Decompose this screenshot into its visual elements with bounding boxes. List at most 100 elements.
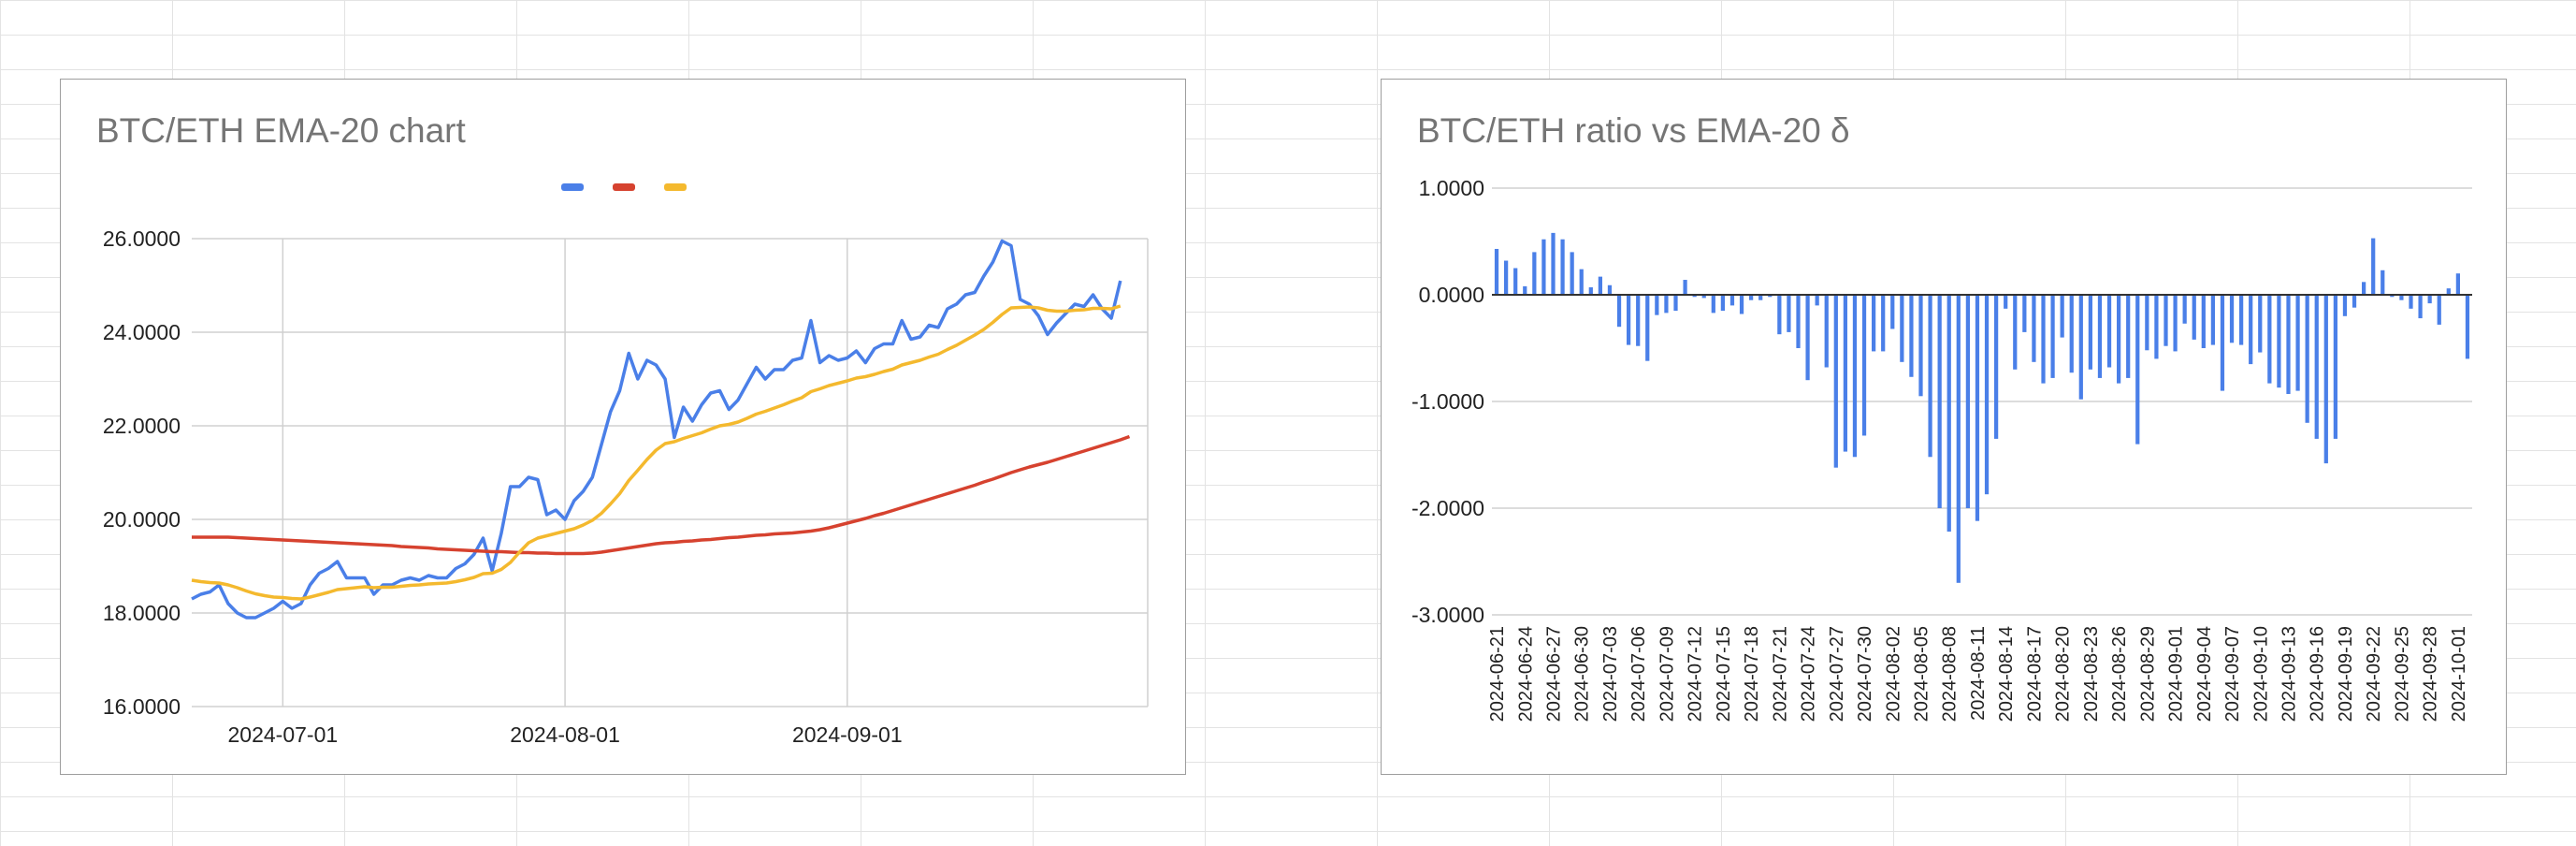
- delta-bar[interactable]: [1607, 284, 1613, 295]
- delta-bar[interactable]: [1739, 295, 1744, 314]
- delta-bar[interactable]: [2004, 295, 2008, 309]
- delta-bar[interactable]: [2238, 295, 2244, 345]
- delta-bar[interactable]: [2192, 295, 2196, 340]
- delta-bar[interactable]: [2390, 295, 2395, 298]
- delta-bar[interactable]: [1636, 295, 1641, 346]
- delta-bar[interactable]: [2013, 295, 2018, 370]
- delta-bar[interactable]: [1729, 295, 1735, 306]
- delta-bar[interactable]: [2164, 295, 2168, 346]
- delta-bar[interactable]: [2041, 295, 2046, 384]
- delta-bar[interactable]: [1673, 295, 1678, 312]
- ema-line-chart[interactable]: 16.0000 18.0000 20.0000 22.0000 24.0000 26.00…: [60, 79, 1186, 775]
- delta-bar[interactable]: [2069, 295, 2074, 373]
- delta-bar[interactable]: [2249, 295, 2253, 365]
- delta-bar[interactable]: [2361, 282, 2366, 295]
- delta-bar[interactable]: [2409, 295, 2413, 309]
- delta-bar[interactable]: [2088, 295, 2093, 370]
- delta-bar[interactable]: [1598, 276, 1603, 295]
- delta-bar[interactable]: [2135, 295, 2140, 445]
- delta-bar[interactable]: [2277, 295, 2281, 388]
- delta-bar[interactable]: [2323, 295, 2328, 464]
- delta-bar[interactable]: [2220, 295, 2225, 391]
- delta-bar[interactable]: [1748, 295, 1754, 300]
- delta-bar[interactable]: [1616, 295, 1622, 328]
- delta-bar[interactable]: [2201, 295, 2206, 348]
- delta-bar[interactable]: [1975, 295, 1980, 521]
- delta-bar[interactable]: [1655, 295, 1659, 315]
- delta-bar[interactable]: [2305, 295, 2309, 423]
- delta-bar[interactable]: [2437, 295, 2441, 325]
- delta-bar[interactable]: [2314, 295, 2319, 439]
- delta-bar-chart[interactable]: 1.0000 0.0000 -1.0000 -2.0000 -3.0000 2024-06…: [1381, 79, 2507, 775]
- delta-bar[interactable]: [1541, 239, 1546, 295]
- delta-bar[interactable]: [1805, 295, 1810, 381]
- delta-bar[interactable]: [2465, 295, 2470, 359]
- delta-bar[interactable]: [2022, 295, 2027, 332]
- delta-bar[interactable]: [2116, 295, 2121, 384]
- delta-bar[interactable]: [1683, 280, 1687, 295]
- delta-bar[interactable]: [2097, 295, 2103, 378]
- delta-bar[interactable]: [1993, 295, 1999, 439]
- delta-bar[interactable]: [1918, 295, 1923, 397]
- delta-bar[interactable]: [1579, 269, 1584, 295]
- delta-bar[interactable]: [1758, 295, 1763, 300]
- delta-bar[interactable]: [2210, 295, 2216, 345]
- delta-bar[interactable]: [1588, 287, 1593, 295]
- delta-bar[interactable]: [1965, 295, 1971, 508]
- delta-bar[interactable]: [1928, 295, 1932, 458]
- delta-bar[interactable]: [1551, 232, 1556, 295]
- delta-bar[interactable]: [1560, 239, 1565, 295]
- delta-bar[interactable]: [1692, 295, 1697, 298]
- delta-bar[interactable]: [1815, 295, 1819, 306]
- delta-bar[interactable]: [2286, 295, 2291, 395]
- delta-bar[interactable]: [2173, 295, 2178, 352]
- delta-bar[interactable]: [1503, 260, 1509, 295]
- legend-swatch-ema200[interactable]: [613, 183, 635, 191]
- delta-bar[interactable]: [2455, 273, 2461, 295]
- delta-bar[interactable]: [1946, 295, 1951, 532]
- delta-bar[interactable]: [2295, 295, 2300, 391]
- delta-bar[interactable]: [2333, 295, 2338, 439]
- delta-bar[interactable]: [1711, 295, 1715, 314]
- delta-bar[interactable]: [1833, 295, 1838, 468]
- delta-bar[interactable]: [1909, 295, 1914, 377]
- delta-bar[interactable]: [1720, 295, 1726, 312]
- delta-bar[interactable]: [2182, 295, 2187, 324]
- legend-swatch-ratio[interactable]: [561, 183, 584, 191]
- delta-bar[interactable]: [1796, 295, 1801, 348]
- delta-bar[interactable]: [1494, 248, 1499, 295]
- delta-bar[interactable]: [1881, 295, 1886, 352]
- delta-bar[interactable]: [1890, 295, 1895, 329]
- delta-bar[interactable]: [2267, 295, 2272, 384]
- delta-bar[interactable]: [2418, 295, 2423, 319]
- delta-bar[interactable]: [2352, 295, 2357, 308]
- delta-bar[interactable]: [2050, 295, 2055, 378]
- delta-bar[interactable]: [2446, 288, 2451, 295]
- delta-bar[interactable]: [1513, 268, 1518, 296]
- delta-bar[interactable]: [1626, 295, 1631, 345]
- delta-bar[interactable]: [1532, 252, 1537, 295]
- delta-bar[interactable]: [1701, 295, 1706, 299]
- delta-bar[interactable]: [1777, 295, 1782, 335]
- delta-bar[interactable]: [1843, 295, 1848, 452]
- delta-bar[interactable]: [2342, 295, 2348, 316]
- delta-bar[interactable]: [1956, 295, 1961, 583]
- delta-bar[interactable]: [2060, 295, 2064, 338]
- delta-bar[interactable]: [1824, 295, 1829, 368]
- delta-bar[interactable]: [2106, 295, 2112, 368]
- delta-bar[interactable]: [2371, 238, 2376, 295]
- delta-bar[interactable]: [1787, 295, 1791, 332]
- delta-bar[interactable]: [2032, 295, 2036, 362]
- legend-swatch-ema20[interactable]: [664, 183, 687, 191]
- delta-bar[interactable]: [1768, 295, 1773, 298]
- delta-bar[interactable]: [1852, 295, 1858, 458]
- delta-bar[interactable]: [2381, 270, 2385, 295]
- delta-bar[interactable]: [1523, 285, 1527, 295]
- delta-bar[interactable]: [1900, 295, 1904, 362]
- delta-bar[interactable]: [1871, 295, 1876, 352]
- delta-bar[interactable]: [2145, 295, 2149, 351]
- delta-bar[interactable]: [2126, 295, 2131, 378]
- delta-bar[interactable]: [1645, 295, 1650, 361]
- delta-bar[interactable]: [2427, 295, 2432, 304]
- delta-bar[interactable]: [1664, 295, 1669, 314]
